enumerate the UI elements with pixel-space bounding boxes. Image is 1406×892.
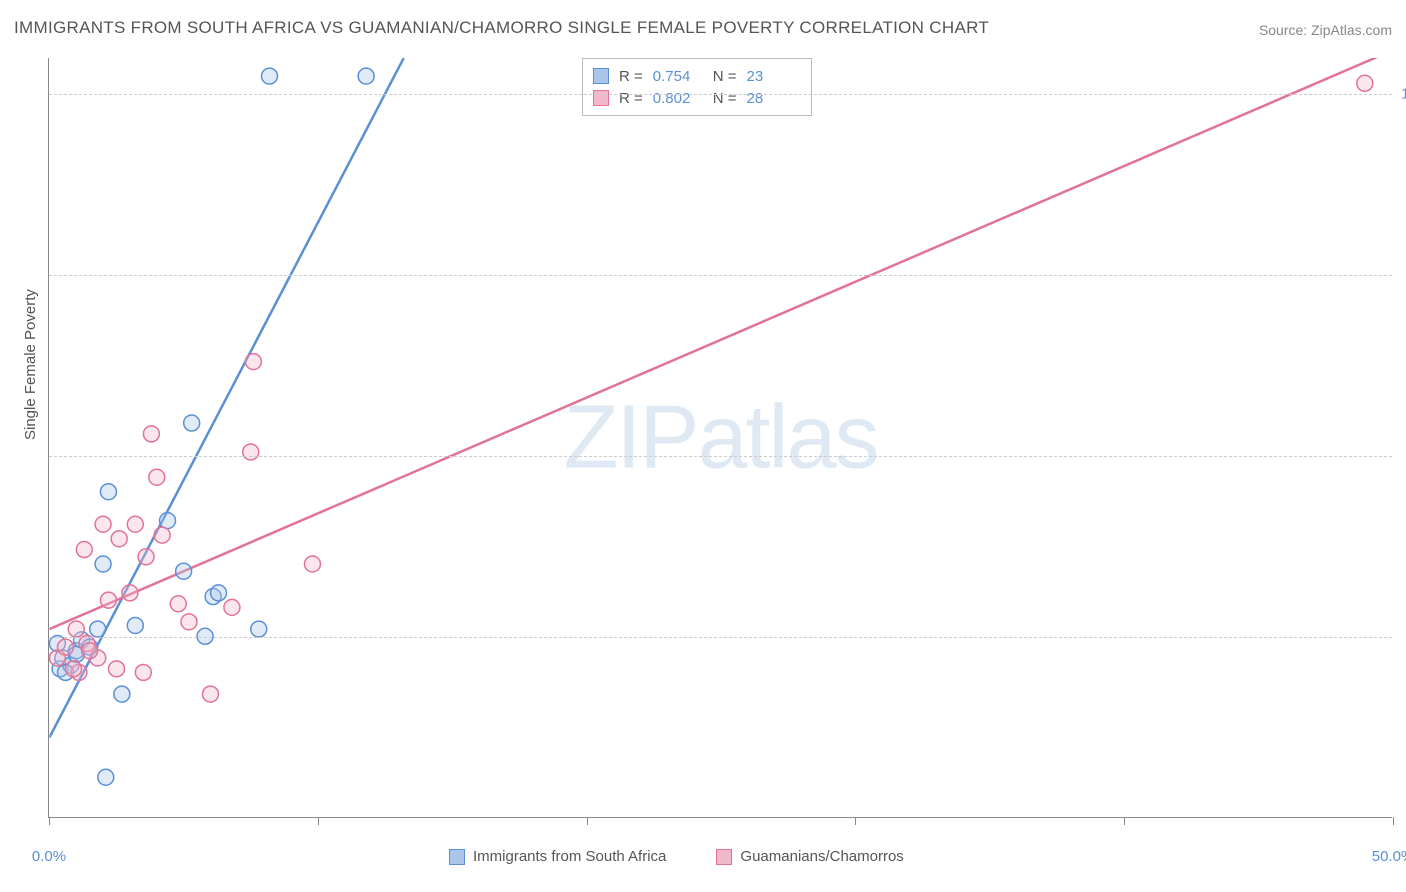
x-tick (855, 817, 856, 825)
chart-title: IMMIGRANTS FROM SOUTH AFRICA VS GUAMANIA… (14, 18, 989, 38)
data-point (181, 614, 197, 630)
swatch-series2-b (716, 849, 732, 865)
x-tick (1393, 817, 1394, 825)
data-point (138, 549, 154, 565)
grid-line-h (49, 637, 1392, 638)
data-point (1357, 75, 1373, 91)
data-point (170, 596, 186, 612)
source-credit: Source: ZipAtlas.com (1259, 22, 1392, 38)
data-point (304, 556, 320, 572)
data-point (262, 68, 278, 84)
legend-item-series2: Guamanians/Chamorros (716, 848, 903, 865)
data-point (127, 516, 143, 532)
data-point (202, 686, 218, 702)
data-point (95, 556, 111, 572)
swatch-series1-b (449, 849, 465, 865)
grid-line-h (49, 275, 1392, 276)
source-label: Source: (1259, 22, 1311, 38)
grid-line-h (49, 456, 1392, 457)
y-axis-label: Single Female Poverty (22, 289, 39, 440)
series1-name: Immigrants from South Africa (473, 848, 666, 865)
x-tick (318, 817, 319, 825)
plot-area: ZIPatlas R = 0.754 N = 23 R = 0.802 N = … (48, 58, 1392, 818)
data-point (111, 531, 127, 547)
data-point (100, 592, 116, 608)
data-point (76, 542, 92, 558)
data-point (143, 426, 159, 442)
data-point (114, 686, 130, 702)
data-point (66, 661, 82, 677)
data-point (90, 621, 106, 637)
data-point (358, 68, 374, 84)
x-tick (1124, 817, 1125, 825)
data-point (245, 354, 261, 370)
n-label-2: N = (713, 90, 737, 107)
swatch-series2 (593, 90, 609, 106)
n-value-1: 23 (747, 68, 797, 85)
data-point (160, 513, 176, 529)
r-value-1: 0.754 (653, 68, 703, 85)
grid-line-h (49, 94, 1392, 95)
data-point (251, 621, 267, 637)
data-point (68, 621, 84, 637)
data-point (154, 527, 170, 543)
correlation-legend: R = 0.754 N = 23 R = 0.802 N = 28 (582, 58, 812, 116)
legend-row-series1: R = 0.754 N = 23 (593, 65, 797, 87)
data-point (127, 617, 143, 633)
series-legend: Immigrants from South Africa Guamanians/… (449, 848, 904, 865)
y-tick-label: 100.0% (1401, 86, 1406, 103)
data-point (224, 599, 240, 615)
trend-line (49, 51, 1391, 629)
source-value: ZipAtlas.com (1311, 22, 1392, 38)
data-point (95, 516, 111, 532)
n-value-2: 28 (747, 90, 797, 107)
data-point (211, 585, 227, 601)
legend-item-series1: Immigrants from South Africa (449, 848, 666, 865)
data-point (98, 769, 114, 785)
series2-name: Guamanians/Chamorros (740, 848, 903, 865)
r-label-2: R = (619, 90, 643, 107)
data-point (100, 484, 116, 500)
plot-svg (49, 58, 1392, 817)
data-point (122, 585, 138, 601)
chart-container: IMMIGRANTS FROM SOUTH AFRICA VS GUAMANIA… (0, 0, 1406, 892)
r-label-1: R = (619, 68, 643, 85)
legend-row-series2: R = 0.802 N = 28 (593, 87, 797, 109)
data-point (149, 469, 165, 485)
data-point (184, 415, 200, 431)
data-point (135, 664, 151, 680)
x-tick-label: 50.0% (1372, 848, 1406, 865)
swatch-series1 (593, 68, 609, 84)
x-tick (587, 817, 588, 825)
x-tick-label: 0.0% (32, 848, 66, 865)
data-point (176, 563, 192, 579)
data-point (82, 643, 98, 659)
x-tick (49, 817, 50, 825)
r-value-2: 0.802 (653, 90, 703, 107)
data-point (58, 639, 74, 655)
data-point (109, 661, 125, 677)
n-label-1: N = (713, 68, 737, 85)
data-point (243, 444, 259, 460)
